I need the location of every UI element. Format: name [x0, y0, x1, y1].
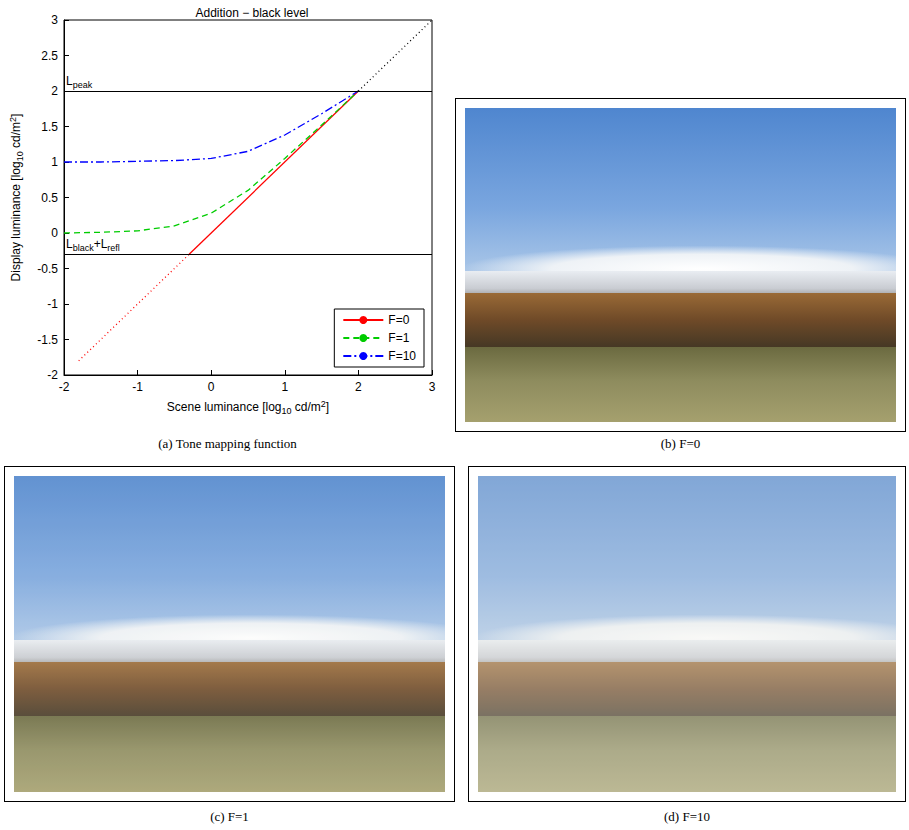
svg-text:2.5: 2.5 — [41, 49, 58, 63]
svg-text:+L: +L — [94, 237, 108, 251]
svg-text:0.5: 0.5 — [41, 191, 58, 205]
svg-text:1: 1 — [51, 155, 58, 169]
svg-text:0: 0 — [208, 380, 215, 394]
svg-text:10: 10 — [282, 406, 292, 416]
svg-text:-2: -2 — [47, 368, 58, 382]
svg-text:peak: peak — [73, 80, 93, 90]
svg-text:1: 1 — [281, 380, 288, 394]
svg-text:Scene luminance [log: Scene luminance [log — [167, 400, 282, 414]
svg-text:-1: -1 — [132, 380, 143, 394]
svg-text:-0.5: -0.5 — [37, 262, 58, 276]
svg-text:black: black — [73, 243, 95, 253]
svg-text:]: ] — [326, 400, 329, 414]
html-text:(c) F=1: (c) F=1 — [210, 809, 249, 824]
svg-text:cd/m: cd/m — [292, 400, 321, 414]
svg-text:refl: refl — [107, 243, 120, 253]
svg-text:2: 2 — [355, 380, 362, 394]
svg-text:-2: -2 — [59, 380, 70, 394]
svg-text:Display luminance [log: Display luminance [log — [9, 161, 23, 281]
svg-text:-1.5: -1.5 — [37, 333, 58, 347]
svg-text:2: 2 — [320, 398, 326, 409]
svg-text:F=0: F=0 — [388, 313, 409, 327]
svg-text:-1: -1 — [47, 297, 58, 311]
svg-text:2: 2 — [51, 84, 58, 98]
svg-text:10: 10 — [15, 151, 25, 161]
svg-text:L: L — [66, 237, 73, 252]
svg-text:2: 2 — [7, 117, 18, 122]
html-text:(b) F=0: (b) F=0 — [660, 436, 701, 451]
svg-text:]: ] — [9, 114, 23, 117]
svg-text:3: 3 — [51, 13, 58, 27]
svg-text:Addition − black level: Addition − black level — [195, 6, 308, 20]
html-text:(d) F=10: (d) F=10 — [664, 809, 710, 824]
svg-text:cd/m: cd/m — [9, 122, 23, 151]
svg-text:F=10: F=10 — [388, 349, 416, 363]
svg-text:F=1: F=1 — [388, 331, 409, 345]
svg-text:3: 3 — [429, 380, 436, 394]
html-text:(a) Tone mapping function: (a) Tone mapping function — [158, 436, 297, 451]
svg-text:L: L — [66, 74, 73, 88]
svg-text:0: 0 — [51, 226, 58, 240]
svg-text:1.5: 1.5 — [41, 120, 58, 134]
